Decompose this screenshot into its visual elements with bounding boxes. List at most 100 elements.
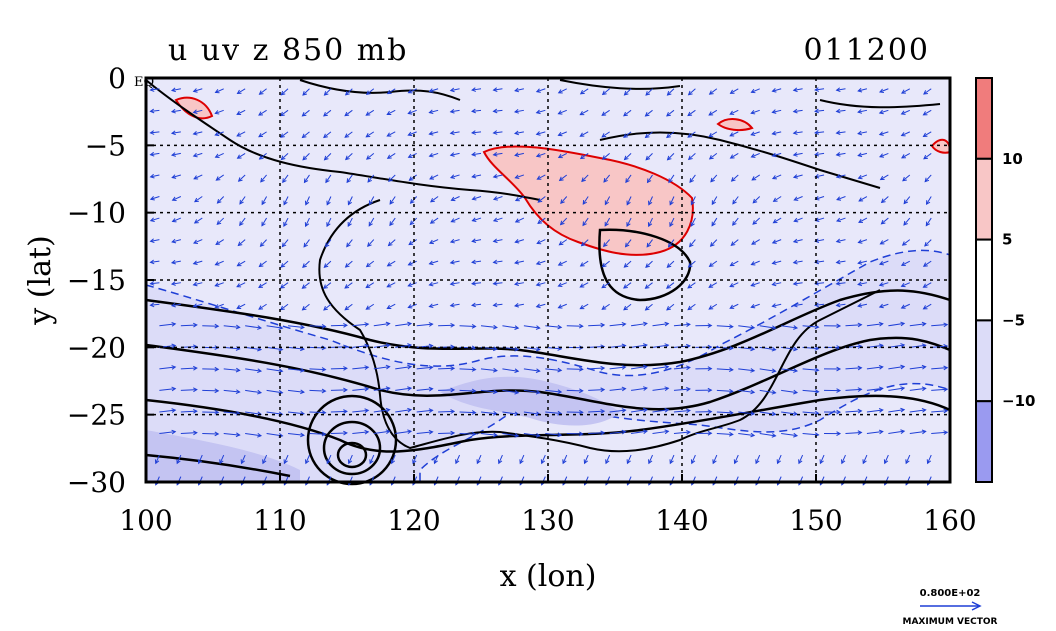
vector-arrowhead xyxy=(385,364,391,370)
vector-arrowhead xyxy=(878,408,884,413)
vector-arrowhead xyxy=(300,324,305,330)
vector-arrow xyxy=(259,153,267,160)
vector-arrowhead xyxy=(883,459,889,465)
vector-arrow xyxy=(365,109,375,116)
vector-arrow xyxy=(215,239,224,245)
vector-arrow xyxy=(323,303,332,311)
vector-arrow xyxy=(429,282,439,286)
vector-arrow xyxy=(580,131,589,137)
vector-arrowhead xyxy=(257,325,263,330)
vector-arrowhead xyxy=(428,281,434,287)
vector-arrow xyxy=(408,260,417,266)
vector-arrowhead xyxy=(728,367,734,372)
vector-arrow xyxy=(709,260,718,267)
vector-arrowhead xyxy=(433,459,438,465)
vector-arrowhead xyxy=(236,132,242,137)
vector-arrowhead xyxy=(642,429,648,434)
vector-arrow xyxy=(580,260,589,267)
vector-arrowhead xyxy=(580,241,586,247)
vector-arrowhead xyxy=(645,263,650,268)
vector-arrowhead xyxy=(193,239,199,244)
colorbar-bin xyxy=(975,400,993,484)
vector-arrow xyxy=(171,303,181,307)
vector-arrowhead xyxy=(407,364,413,370)
coastline-pacific xyxy=(819,99,941,109)
vector-arrowhead xyxy=(407,343,413,348)
vector-arrowhead xyxy=(626,459,631,465)
vector-arrowhead xyxy=(708,132,714,138)
vector-arrow xyxy=(472,260,482,263)
vector-arrowhead xyxy=(581,177,586,183)
vector-arrowhead xyxy=(192,387,198,393)
vector-arrowhead xyxy=(687,90,693,96)
vector-arrowhead xyxy=(344,111,350,117)
vector-arrowhead xyxy=(666,263,672,268)
vector-arrowhead xyxy=(605,459,610,465)
vector-arrowhead xyxy=(344,305,350,311)
vector-arrow xyxy=(687,282,696,289)
vector-arrow xyxy=(730,260,739,267)
vector-arrowhead xyxy=(792,130,798,136)
vector-arrowhead xyxy=(835,238,841,244)
vector-arrowhead xyxy=(278,325,284,330)
vector-arrow xyxy=(772,109,782,113)
vector-arrow xyxy=(266,325,283,329)
vector-arrowhead xyxy=(471,388,477,394)
vector-arrow xyxy=(287,325,304,329)
vector-arrowhead xyxy=(321,410,327,415)
vector-arrowhead xyxy=(625,178,630,184)
vector-arrow xyxy=(631,366,647,370)
coastline-philippines xyxy=(559,79,681,90)
vector-arrowhead xyxy=(943,365,949,371)
vector-arrowhead xyxy=(729,110,735,115)
vector-arrowhead xyxy=(149,130,155,135)
vector-arrow xyxy=(815,109,825,112)
vector-arrowhead xyxy=(814,389,820,394)
vector-arrowhead xyxy=(279,133,285,138)
vector-arrowhead xyxy=(301,306,307,311)
vector-arrow xyxy=(258,131,267,138)
vector-arrow xyxy=(716,346,733,349)
vector-arrowhead xyxy=(365,133,371,138)
vector-arrowhead xyxy=(925,221,931,227)
vector-arrowhead xyxy=(535,131,541,136)
vector-arrow xyxy=(751,260,760,266)
vector-arrow xyxy=(802,389,819,393)
vector-arrowhead xyxy=(836,217,842,223)
negative-core xyxy=(440,376,620,426)
vector-arrowhead xyxy=(344,284,350,289)
vector-arrowhead xyxy=(300,367,305,373)
vector-arrow xyxy=(266,389,283,394)
vector-arrowhead xyxy=(367,177,372,183)
vector-arrowhead xyxy=(300,432,305,438)
vector-arrowhead xyxy=(368,200,374,206)
vector-arrow xyxy=(689,239,696,247)
vector-arrow xyxy=(369,454,375,464)
vector-arrow xyxy=(558,88,567,94)
vector-arrowhead xyxy=(171,365,177,370)
vector-arrowhead xyxy=(644,133,650,139)
vector-arrowhead xyxy=(557,261,563,266)
vector-arrowhead xyxy=(558,240,564,246)
vector-arrow xyxy=(438,324,455,327)
vector-arrow xyxy=(172,239,181,243)
shading-positive xyxy=(174,96,952,440)
vector-arrow xyxy=(408,282,417,287)
vector-arrow xyxy=(716,368,733,371)
vector-arrowhead xyxy=(450,387,456,393)
vector-arrowhead xyxy=(835,259,841,265)
vector-arrow xyxy=(604,217,611,227)
vector-arrow xyxy=(866,409,883,413)
vector-arrow xyxy=(879,152,889,158)
vector-arrowhead xyxy=(236,154,242,159)
vector-arrow xyxy=(459,368,476,371)
vector-arrowhead xyxy=(239,221,244,227)
vector-arrowhead xyxy=(450,430,456,436)
vector-arrow xyxy=(245,411,262,415)
vector-arrow xyxy=(309,325,326,327)
vector-arrowhead xyxy=(750,131,756,136)
vector-arrow xyxy=(348,454,353,464)
vector-arrow xyxy=(609,409,626,413)
vector-arrow xyxy=(193,303,203,307)
vector-arrow xyxy=(716,325,733,328)
